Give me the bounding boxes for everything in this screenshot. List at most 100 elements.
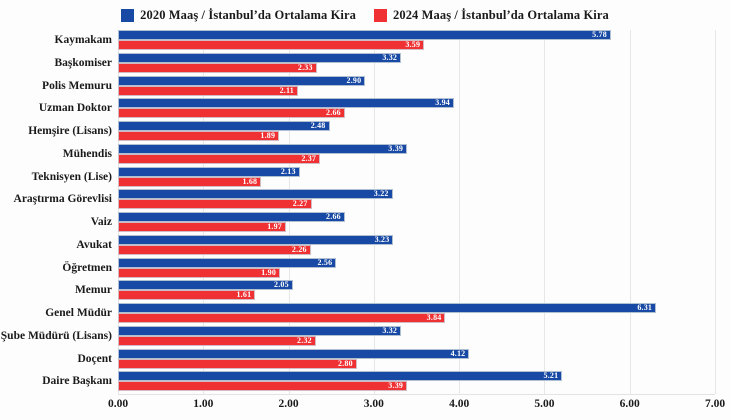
category-label: Vaiz — [90, 216, 112, 228]
bar-value-label: 6.31 — [637, 303, 653, 312]
bar-2024: 2.11 — [118, 85, 298, 96]
category-label: Mühendis — [62, 147, 112, 160]
bar-value-label: 5.78 — [592, 30, 607, 39]
category-axis: Kaymakam Başkomiser Polis Memuru Uzman Dokt… — [0, 30, 112, 394]
bar-value-label: 3.84 — [426, 313, 442, 322]
bar-value-label: 2.37 — [301, 153, 317, 163]
bar-2020: 3.94 — [118, 98, 455, 109]
category-label: Doçent — [77, 352, 113, 365]
bar-2020: 5.21 — [118, 371, 563, 382]
bar-group: 6.31 3.84 — [118, 303, 715, 326]
bar-group: 2.90 2.11 — [118, 75, 715, 99]
bar-2020: 3.39 — [118, 143, 408, 154]
bar-2024: 2.26 — [118, 244, 311, 255]
bar-group: 3.94 2.66 — [118, 98, 715, 121]
category-label: Araştırma Görevlisi — [13, 193, 112, 206]
bar-value-label: 1.61 — [236, 290, 252, 300]
category-label: Polis Memuru — [42, 79, 112, 92]
bar-group: 2.13 1.68 — [118, 166, 715, 190]
category-label: Başkomiser — [54, 56, 113, 69]
bar-value-label: 2.66 — [326, 108, 341, 118]
x-tick-label: 7.00 — [704, 398, 726, 410]
bar-group: 5.21 3.39 — [118, 371, 715, 394]
bar-value-label: 5.21 — [543, 371, 559, 381]
bar-2024: 3.59 — [118, 40, 425, 50]
bar-value-label: 2.27 — [292, 199, 308, 209]
bar-2020: 4.12 — [118, 348, 470, 359]
bar-2020: 5.78 — [118, 30, 611, 40]
bar-2020: 3.32 — [118, 52, 402, 63]
bar-2024: 2.33 — [118, 62, 317, 73]
bar-2020: 3.32 — [118, 325, 402, 336]
legend-swatch-icon — [121, 8, 135, 22]
bar-value-label: 3.59 — [405, 40, 421, 49]
bar-group: 5.78 3.59 — [118, 30, 715, 53]
bar-2024: 2.32 — [118, 335, 316, 346]
x-tick-label: 4.00 — [449, 398, 470, 410]
legend: 2020 Maaş / İstanbul’da Ortalama Kira 202… — [0, 5, 730, 25]
bar-value-label: 1.90 — [261, 267, 277, 277]
bar-value-label: 3.94 — [435, 98, 451, 108]
gridline — [373, 30, 375, 394]
bar-group: 2.56 1.90 — [118, 257, 715, 281]
bar-value-label: 3.22 — [373, 189, 389, 199]
gridline — [629, 30, 631, 394]
x-tick-label: 2.00 — [278, 398, 299, 410]
gridline — [544, 30, 546, 394]
bar-2024: 2.80 — [118, 358, 357, 369]
category-label: Teknisyen (Lise) — [31, 170, 112, 183]
bar-value-label: 3.23 — [374, 234, 390, 244]
bar-value-label: 1.89 — [260, 131, 276, 140]
bar-2020: 2.48 — [118, 121, 330, 131]
gridline — [715, 30, 716, 394]
category-label: Daire Başkanı — [42, 375, 112, 388]
bar-group: 3.32 2.33 — [118, 52, 715, 76]
bar-value-label: 2.05 — [274, 280, 289, 290]
bar-2024: 3.39 — [118, 381, 408, 392]
bar-group: 3.23 2.26 — [118, 234, 715, 258]
bar-2024: 1.89 — [118, 131, 280, 141]
bar-group: 3.39 2.37 — [118, 143, 715, 167]
bar-value-label: 2.48 — [310, 121, 326, 130]
bar-2020: 2.90 — [118, 75, 366, 86]
bar-2024: 2.37 — [118, 153, 321, 164]
x-tick-label: 6.00 — [619, 398, 640, 410]
bar-value-label: 3.32 — [382, 52, 398, 62]
bar-2024: 1.68 — [118, 176, 262, 187]
category-label: Uzman Doktor — [38, 102, 112, 115]
bar-2020: 3.22 — [118, 189, 393, 200]
category-label: Kaymakam — [54, 34, 113, 46]
gridline — [459, 30, 461, 394]
bar-value-label: 4.12 — [450, 348, 466, 358]
bar-value-label: 2.11 — [279, 85, 294, 95]
bar-2024: 2.66 — [118, 108, 345, 119]
bar-value-label: 1.68 — [242, 176, 258, 186]
category-label: Öğretmen — [62, 261, 112, 274]
bar-2024: 1.97 — [118, 222, 286, 232]
category-label: Genel Müdür — [45, 307, 112, 319]
bar-group: 4.12 2.80 — [118, 348, 715, 372]
bar-group: 3.22 2.27 — [118, 189, 715, 212]
bar-2020: 6.31 — [118, 303, 657, 313]
legend-label: 2020 Maaş / İstanbul’da Ortalama Kira — [140, 7, 356, 22]
bar-value-label: 3.39 — [388, 381, 404, 391]
plot-area: 5.78 3.59 3.32 2.33 2.90 2.11 3.94 2.66 2.48 1.89… — [118, 30, 716, 394]
legend-label: 2024 Maaş / İstanbul’da Ortalama Kira — [393, 7, 609, 22]
bar-value-label: 1.97 — [267, 222, 282, 231]
category-label: Hemşire (Lisans) — [28, 125, 112, 137]
x-tick-label: 0.00 — [107, 398, 129, 410]
bar-value-label: 3.39 — [388, 143, 404, 153]
bar-group: 2.66 1.97 — [118, 212, 715, 235]
bar-value-label: 2.90 — [346, 75, 362, 85]
bar-2020: 2.13 — [118, 166, 300, 177]
bar-2020: 2.56 — [118, 257, 337, 268]
bar-2024: 1.90 — [118, 267, 281, 278]
x-axis: 0.00 1.00 2.00 3.00 4.00 5.00 6.00 7.00 — [108, 398, 725, 414]
x-tick-label: 1.00 — [193, 398, 214, 410]
bar-group: 2.05 1.61 — [118, 280, 715, 303]
bar-group: 3.32 2.32 — [118, 325, 715, 349]
bar-value-label: 2.13 — [280, 166, 296, 176]
bar-value-label: 2.26 — [291, 244, 307, 254]
x-tick-label: 5.00 — [534, 398, 555, 410]
